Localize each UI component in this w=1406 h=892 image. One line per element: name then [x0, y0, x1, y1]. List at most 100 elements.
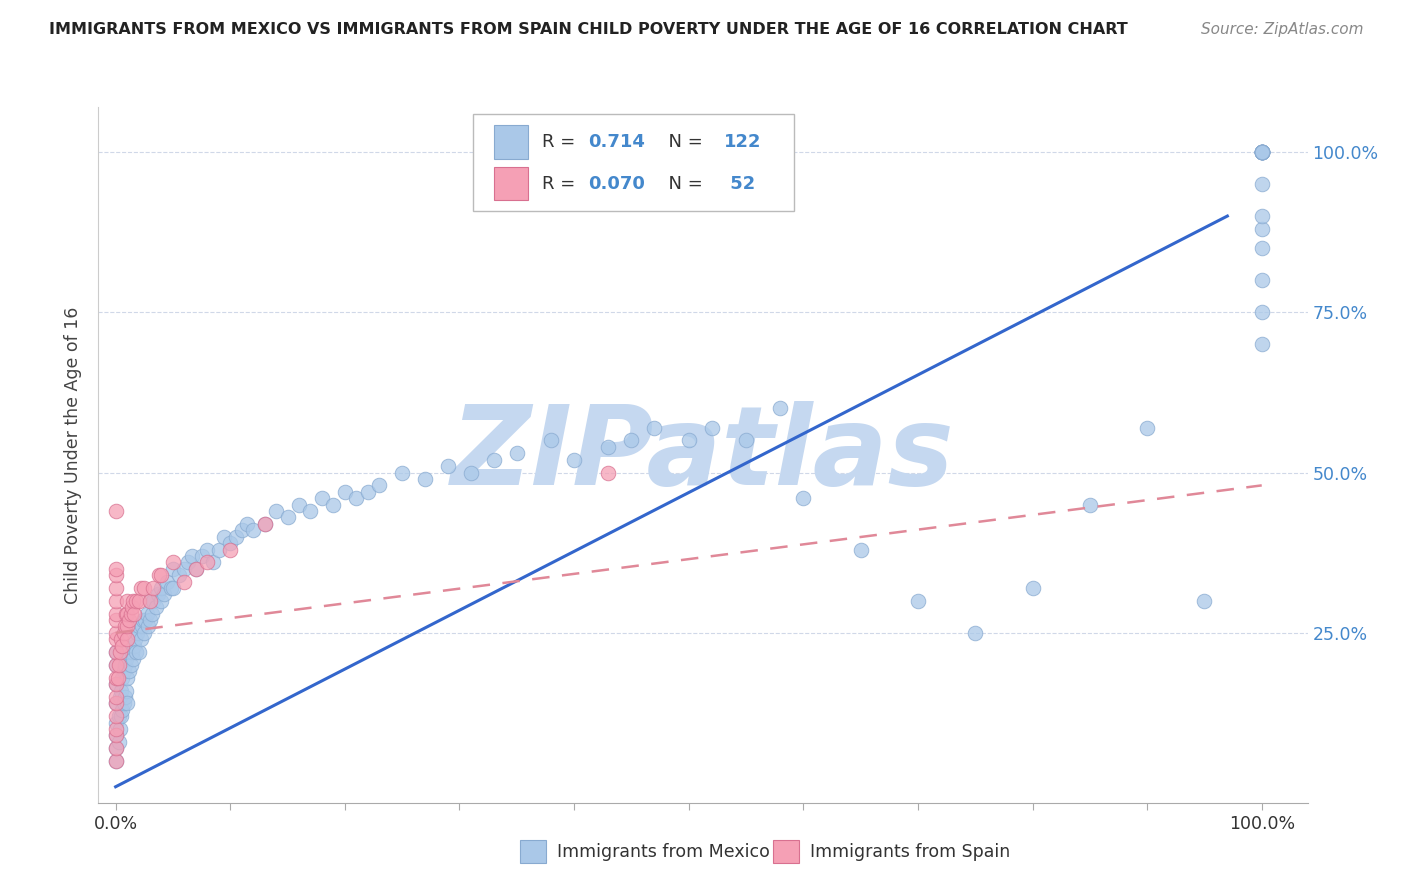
Point	[208, 542, 231, 557]
Point	[460, 466, 482, 480]
Point	[134, 613, 156, 627]
Point	[122, 639, 145, 653]
Point	[104, 697, 127, 711]
Text: 0.070: 0.070	[588, 175, 645, 193]
Point	[413, 472, 436, 486]
Point	[104, 715, 127, 730]
Point	[849, 542, 872, 557]
Point	[148, 568, 170, 582]
Point	[1250, 145, 1272, 159]
Point	[482, 452, 505, 467]
Point	[1250, 177, 1272, 191]
Point	[125, 594, 148, 608]
Point	[162, 555, 184, 569]
Point	[184, 562, 207, 576]
Point	[1136, 420, 1159, 434]
Point	[253, 516, 276, 531]
Point	[1250, 145, 1272, 159]
Point	[104, 594, 127, 608]
Point	[735, 434, 758, 448]
Point	[264, 504, 287, 518]
Point	[104, 645, 127, 659]
Point	[173, 574, 195, 589]
Point	[121, 645, 143, 659]
Point	[181, 549, 204, 563]
Point	[104, 754, 127, 768]
Text: Immigrants from Spain: Immigrants from Spain	[810, 843, 1010, 861]
Point	[1250, 145, 1272, 159]
Point	[132, 613, 155, 627]
Point	[159, 581, 181, 595]
Point	[104, 613, 127, 627]
Point	[115, 683, 138, 698]
Point	[128, 594, 150, 608]
Text: R =: R =	[543, 133, 581, 151]
Point	[111, 703, 134, 717]
Point	[134, 625, 156, 640]
Point	[1250, 222, 1272, 236]
Text: Source: ZipAtlas.com: Source: ZipAtlas.com	[1201, 22, 1364, 37]
Point	[678, 434, 700, 448]
Point	[108, 709, 131, 723]
Point	[118, 613, 141, 627]
Point	[1021, 581, 1043, 595]
Point	[115, 645, 138, 659]
Point	[121, 594, 143, 608]
Point	[104, 657, 127, 672]
Text: N =: N =	[657, 175, 709, 193]
Point	[214, 530, 236, 544]
Point	[792, 491, 814, 506]
Point	[1250, 273, 1272, 287]
Point	[108, 735, 131, 749]
Point	[145, 600, 167, 615]
Point	[288, 498, 311, 512]
Point	[115, 594, 138, 608]
Point	[115, 651, 138, 665]
Point	[104, 709, 127, 723]
Point	[108, 657, 131, 672]
Point	[104, 657, 127, 672]
Point	[236, 516, 259, 531]
Point	[965, 625, 987, 640]
Text: 122: 122	[724, 133, 761, 151]
Point	[107, 671, 129, 685]
Point	[1250, 145, 1272, 159]
Point	[167, 568, 190, 582]
Point	[110, 683, 132, 698]
Point	[598, 440, 620, 454]
Point	[162, 562, 184, 576]
Point	[115, 607, 138, 621]
Point	[142, 594, 165, 608]
Point	[104, 677, 127, 691]
Point	[110, 709, 132, 723]
Point	[128, 645, 150, 659]
Point	[104, 671, 127, 685]
Point	[120, 657, 142, 672]
Point	[769, 401, 792, 416]
Point	[1250, 145, 1272, 159]
Point	[700, 420, 723, 434]
Point	[152, 587, 174, 601]
Point	[104, 581, 127, 595]
Point	[115, 697, 138, 711]
Point	[156, 574, 179, 589]
Point	[1250, 241, 1272, 255]
Point	[115, 619, 138, 633]
Point	[108, 645, 131, 659]
Point	[146, 587, 169, 601]
Point	[1250, 209, 1272, 223]
Text: IMMIGRANTS FROM MEXICO VS IMMIGRANTS FROM SPAIN CHILD POVERTY UNDER THE AGE OF 1: IMMIGRANTS FROM MEXICO VS IMMIGRANTS FRO…	[49, 22, 1128, 37]
Point	[195, 542, 218, 557]
Point	[311, 491, 333, 506]
Point	[195, 555, 218, 569]
Point	[1078, 498, 1101, 512]
Point	[907, 594, 929, 608]
Point	[104, 625, 127, 640]
FancyBboxPatch shape	[474, 114, 793, 211]
Point	[150, 568, 173, 582]
Point	[121, 600, 143, 615]
Point	[1250, 145, 1272, 159]
Point	[562, 452, 585, 467]
Point	[142, 581, 165, 595]
Point	[125, 645, 148, 659]
